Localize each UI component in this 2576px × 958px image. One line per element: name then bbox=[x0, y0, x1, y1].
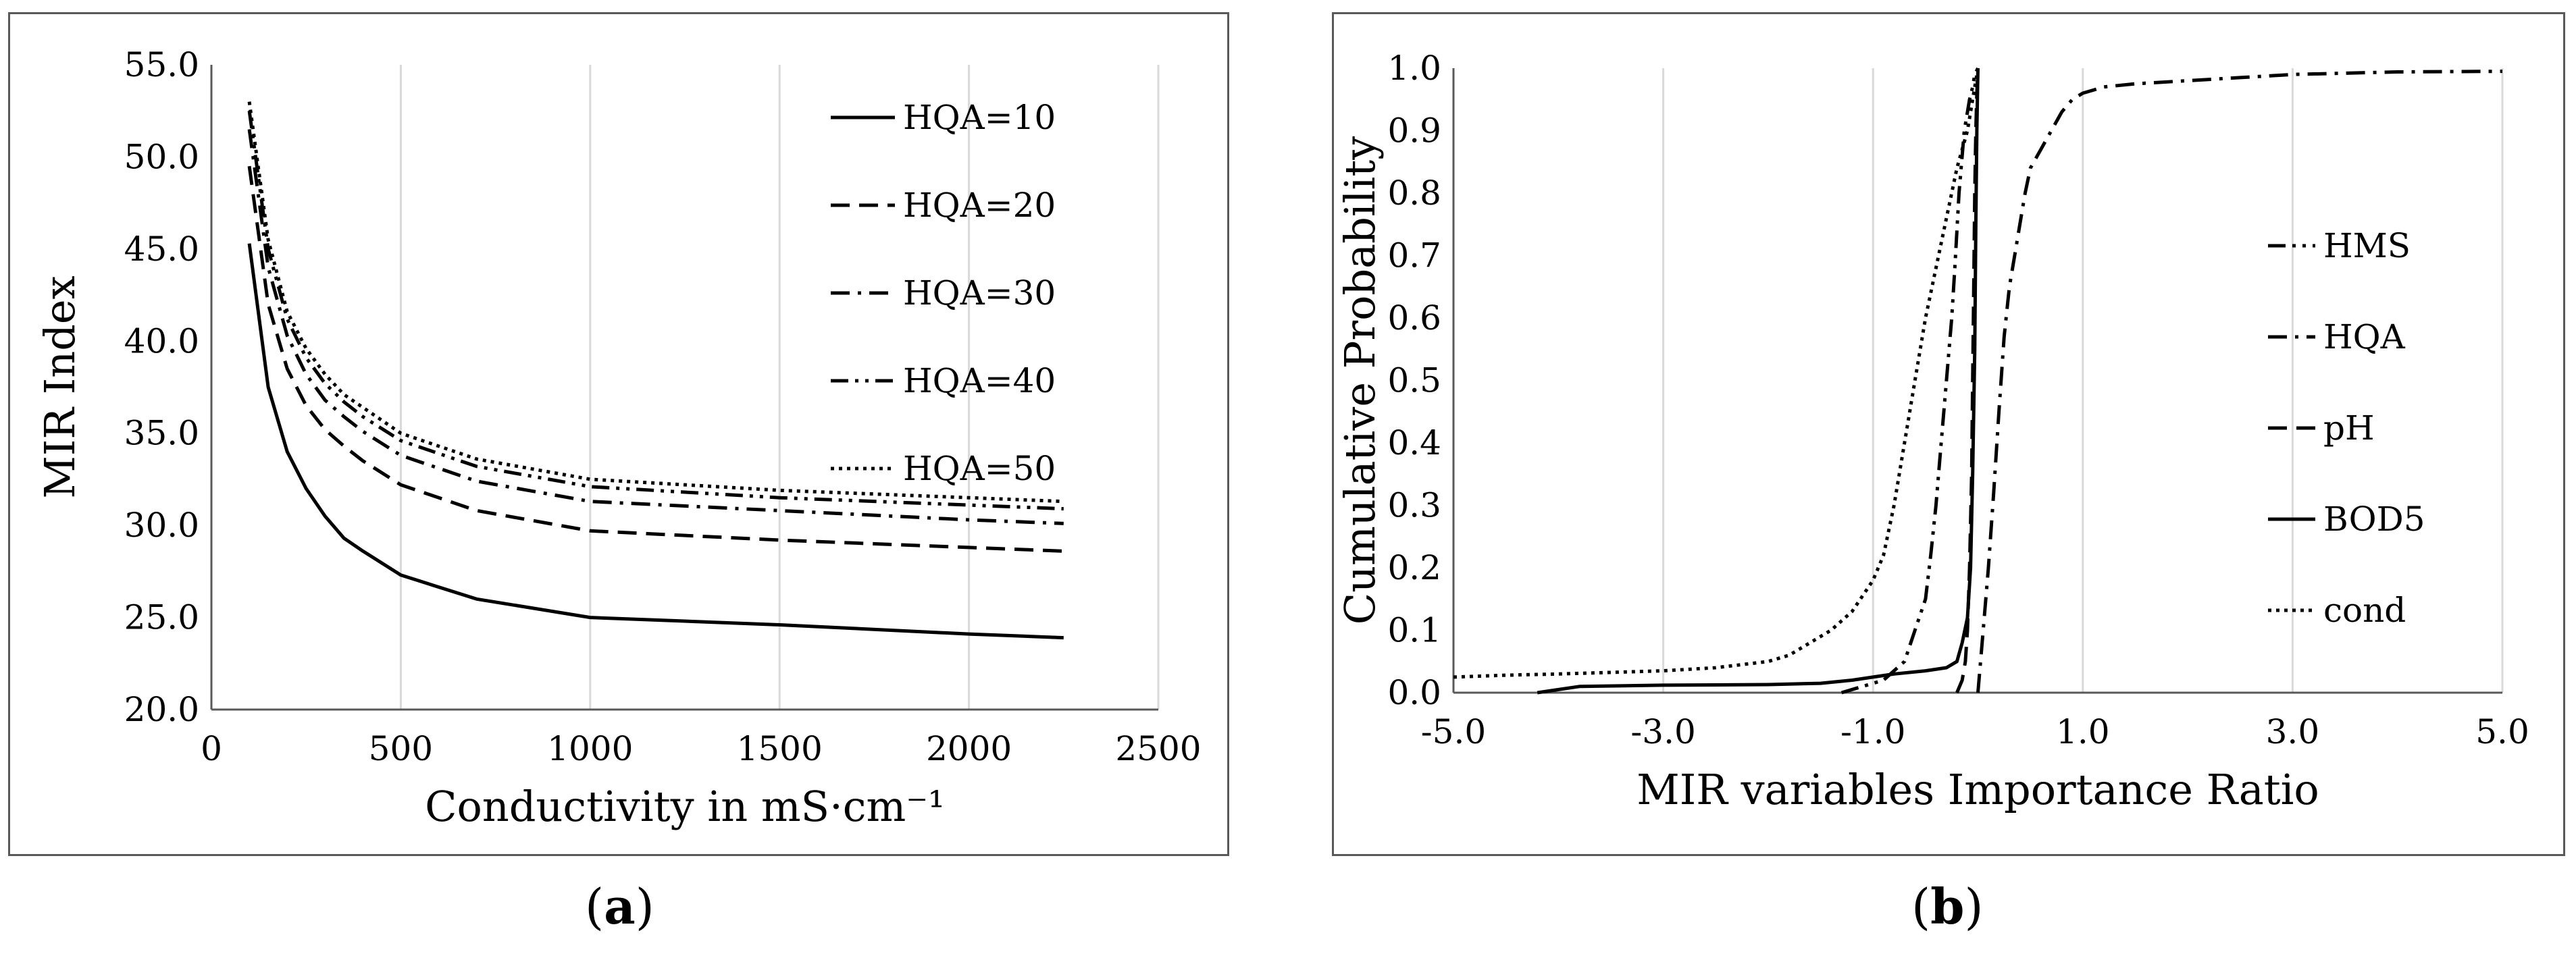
chart-b-y-tick-label: 0.7 bbox=[1387, 236, 1441, 275]
chart-b-x-tick-label: -3.0 bbox=[1630, 712, 1695, 751]
chart-a-series-hqa-30 bbox=[247, 129, 1064, 525]
chart-a-y-tick-label: 55.0 bbox=[124, 45, 199, 84]
chart-b-x-tick-label: -5.0 bbox=[1421, 712, 1486, 751]
chart-b-y-tick-label: 0.9 bbox=[1387, 111, 1441, 151]
chart-b-x-tick-label: 1.0 bbox=[2056, 712, 2110, 751]
chart-b-y-tick-label: 0.3 bbox=[1387, 486, 1441, 525]
chart-b-series-hqa bbox=[1976, 70, 2503, 693]
chart-b-y-tick-label: 0.8 bbox=[1387, 174, 1441, 213]
chart-b-series-hms bbox=[1840, 67, 1980, 695]
chart-b-y-tick-label: 0.2 bbox=[1387, 548, 1441, 587]
chart-a-legend-label: HQA=50 bbox=[903, 449, 1056, 488]
chart-b-y-tick-label: 0.5 bbox=[1387, 361, 1441, 400]
chart-b-y-tick-label: 0.1 bbox=[1387, 611, 1441, 650]
chart-b-svg: -5.0 -3.0 -1.0 1.0 3.0 5.0 0.0 0.1 0.2 0.3 0.4 0.5 0… bbox=[1335, 49, 2529, 814]
chart-a-x-axis-title: Conductivity in mS·cm⁻¹ bbox=[425, 782, 945, 831]
chart-b-x-tick-label: 3.0 bbox=[2266, 712, 2320, 751]
chart-b-legend-label: cond bbox=[2323, 591, 2406, 630]
caption-a: (a) bbox=[585, 878, 654, 935]
chart-a-y-tick-label: 40.0 bbox=[124, 321, 199, 361]
caption-b-letter: b bbox=[1930, 878, 1965, 935]
chart-a-y-tick-label: 30.0 bbox=[124, 506, 199, 545]
chart-a-svg: 0 500 1000 1500 2000 2500 20.0 25.0 30.0 35.0 40.0… bbox=[35, 45, 1202, 831]
chart-a-series-hqa-20 bbox=[247, 165, 1064, 553]
chart-a-x-tick-label: 0 bbox=[201, 729, 222, 768]
chart-a-legend-label: HQA=20 bbox=[903, 186, 1056, 225]
chart-a-y-tick-label: 45.0 bbox=[124, 230, 199, 269]
chart-panel-b: -5.0 -3.0 -1.0 1.0 3.0 5.0 0.0 0.1 0.2 0.3 0.4 0.5 0… bbox=[1332, 12, 2565, 856]
chart-a-legend-label: HQA=10 bbox=[903, 98, 1056, 137]
chart-a-y-axis-title: MIR Index bbox=[35, 275, 84, 498]
chart-b-series-bod5 bbox=[1537, 68, 1980, 695]
chart-a-x-tick-label: 2500 bbox=[1115, 729, 1201, 768]
chart-b-x-tick-label: 5.0 bbox=[2475, 712, 2529, 751]
chart-a-y-tick-label: 20.0 bbox=[124, 690, 199, 729]
chart-a-legend-label: HQA=30 bbox=[903, 273, 1056, 313]
chart-b-y-tick-label: 1.0 bbox=[1387, 49, 1441, 88]
chart-b-legend-label: HMS bbox=[2323, 226, 2411, 265]
caption-b: (b) bbox=[1911, 878, 1984, 935]
chart-a-x-tick-label: 1000 bbox=[547, 729, 633, 768]
chart-a-y-tick-label: 35.0 bbox=[124, 414, 199, 453]
chart-a-series-hqa-40 bbox=[247, 110, 1064, 511]
chart-a-legend-label: HQA=40 bbox=[903, 361, 1056, 400]
chart-b-legend-label: pH bbox=[2323, 408, 2375, 448]
chart-a-y-tick-label: 25.0 bbox=[124, 598, 199, 637]
caption-a-letter: a bbox=[604, 878, 636, 935]
chart-panel-a: 0 500 1000 1500 2000 2500 20.0 25.0 30.0 35.0 40.0… bbox=[8, 12, 1229, 856]
chart-a-y-tick-label: 50.0 bbox=[124, 137, 199, 176]
chart-b-y-tick-label: 0.4 bbox=[1387, 423, 1441, 462]
chart-b-y-tick-label: 0.0 bbox=[1387, 673, 1441, 712]
chart-a-x-tick-label: 2000 bbox=[926, 729, 1012, 768]
chart-b-x-tick-label: -1.0 bbox=[1840, 712, 1905, 751]
chart-b-series-cond bbox=[1453, 68, 1980, 679]
chart-b-x-axis-title: MIR variables Importance Ratio bbox=[1637, 765, 2319, 814]
chart-b-y-tick-label: 0.6 bbox=[1387, 298, 1441, 338]
chart-b-legend-label: HQA bbox=[2323, 317, 2406, 356]
chart-a-series-hqa-50 bbox=[247, 101, 1064, 504]
chart-a-series-hqa-10 bbox=[247, 243, 1064, 640]
chart-a-x-tick-label: 1500 bbox=[737, 729, 823, 768]
chart-a-x-tick-label: 500 bbox=[369, 729, 433, 768]
chart-b-y-axis-title: Cumulative Probability bbox=[1335, 136, 1385, 625]
chart-b-legend-label: BOD5 bbox=[2323, 500, 2425, 539]
